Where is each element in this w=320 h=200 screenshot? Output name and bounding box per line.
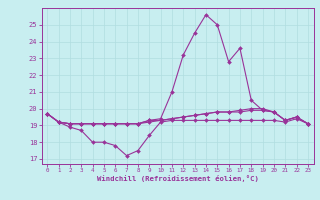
X-axis label: Windchill (Refroidissement éolien,°C): Windchill (Refroidissement éolien,°C) [97, 175, 259, 182]
